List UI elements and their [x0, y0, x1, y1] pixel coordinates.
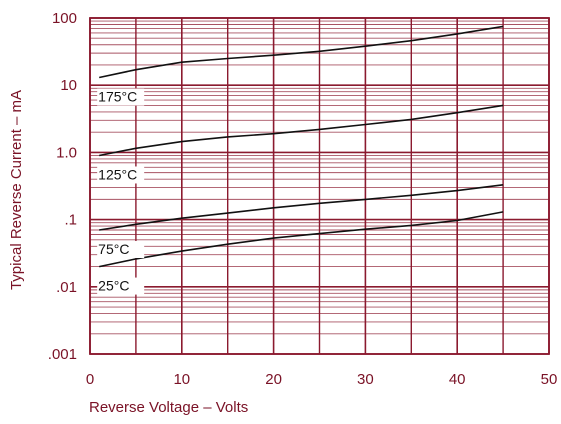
series-label: 125°C	[98, 166, 137, 182]
x-tick-label: 40	[449, 371, 466, 388]
series-label-bg	[97, 166, 145, 184]
y-axis-title: Typical Reverse Current – mA	[8, 90, 25, 290]
series-label: 75°C	[98, 241, 129, 257]
y-tick-label: .01	[56, 279, 77, 296]
major-grid	[89, 17, 550, 355]
series-curve-2	[99, 104, 504, 157]
y-tick-label: 100	[52, 10, 77, 27]
x-axis-title: Reverse Voltage – Volts	[89, 399, 248, 416]
x-tick-label: 10	[173, 371, 190, 388]
y-tick-label: .1	[64, 212, 77, 229]
series-curve-3	[99, 184, 504, 231]
series-label: 175°C	[98, 89, 137, 105]
series-label-bg	[97, 277, 145, 295]
series-curve-4	[99, 211, 504, 268]
series-label: 25°C	[98, 278, 129, 294]
series-labels: 175°C 125°C 75°C 25°C	[97, 88, 145, 295]
x-tick-labels: 0 10 20 30 40 50	[86, 371, 558, 388]
series-curve-1	[99, 25, 504, 79]
x-tick-label: 20	[265, 371, 282, 388]
y-tick-labels: 100 10 1.0 .1 .01 .001	[48, 10, 77, 363]
y-tick-label: .001	[48, 346, 77, 363]
x-tick-label: 30	[357, 371, 374, 388]
y-tick-label: 1.0	[56, 144, 77, 161]
x-tick-label: 0	[86, 371, 94, 388]
y-tick-label: 10	[60, 77, 77, 94]
series-label-bg	[97, 241, 145, 259]
x-tick-label: 50	[541, 371, 558, 388]
series-curves	[99, 25, 504, 268]
series-label-bg	[97, 88, 145, 106]
minor-grid	[90, 18, 549, 354]
plot-frame	[89, 17, 550, 355]
